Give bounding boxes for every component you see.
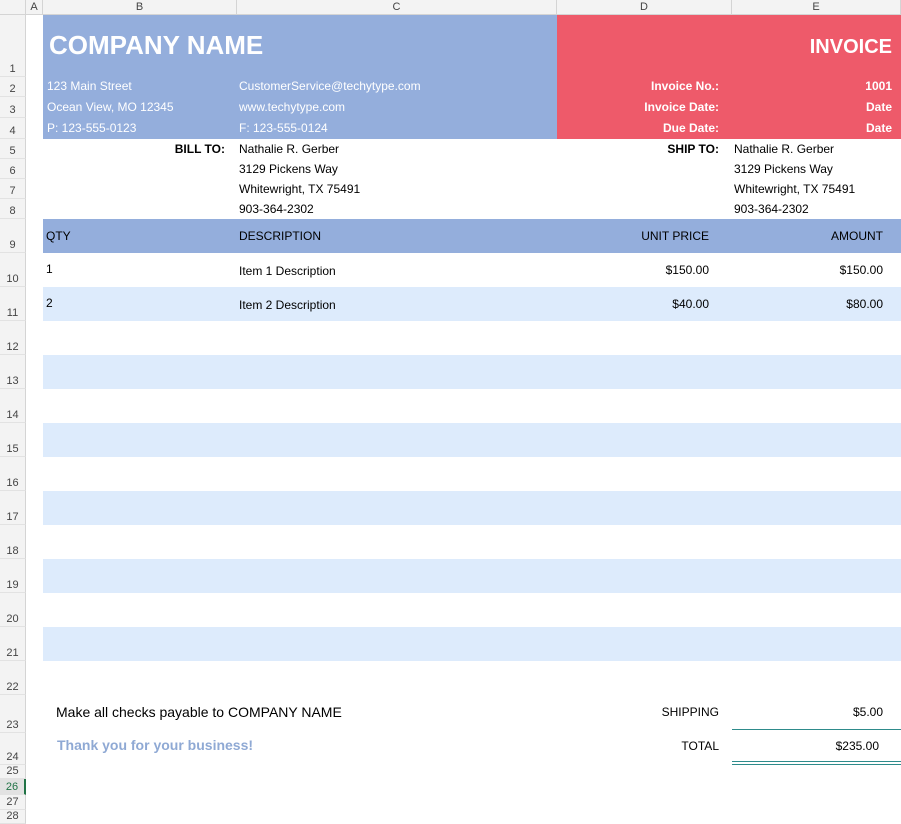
- row-header-11[interactable]: 11: [0, 287, 26, 321]
- table-row-stripe: [43, 559, 901, 593]
- row-header-9[interactable]: 9: [0, 219, 26, 253]
- header-unit-price: UNIT PRICE: [641, 229, 709, 243]
- row-header-27[interactable]: 27: [0, 795, 26, 810]
- shipping-rule: [732, 729, 901, 730]
- row-header-18[interactable]: 18: [0, 525, 26, 559]
- company-phone: P: 123-555-0123: [47, 121, 137, 135]
- bill-to-city: Whitewright, TX 75491: [239, 182, 361, 196]
- ship-to-name: Nathalie R. Gerber: [734, 142, 835, 156]
- item-2-description[interactable]: Item 2 Description: [239, 298, 336, 312]
- table-row-stripe: [43, 627, 901, 661]
- bill-to-label: BILL TO:: [174, 142, 225, 156]
- row-header-8[interactable]: 8: [0, 199, 26, 219]
- total-label: TOTAL: [681, 739, 719, 753]
- ship-to-city: Whitewright, TX 75491: [734, 182, 856, 196]
- row-header-6[interactable]: 6: [0, 159, 26, 179]
- row-header-12[interactable]: 12: [0, 321, 26, 355]
- header-amount: AMOUNT: [831, 229, 883, 243]
- item-2-amount[interactable]: $80.00: [846, 297, 883, 311]
- row-header-20[interactable]: 20: [0, 593, 26, 627]
- total-value[interactable]: $235.00: [835, 739, 879, 753]
- shipping-label: SHIPPING: [661, 705, 719, 719]
- row-header-13[interactable]: 13: [0, 355, 26, 389]
- shipping-value[interactable]: $5.00: [852, 705, 883, 719]
- row-header-1[interactable]: 1: [0, 15, 26, 77]
- company-street: 123 Main Street: [47, 79, 132, 93]
- row-header-14[interactable]: 14: [0, 389, 26, 423]
- row-header-16[interactable]: 16: [0, 457, 26, 491]
- item-1-qty[interactable]: 1: [46, 262, 53, 276]
- table-row-stripe: [43, 287, 901, 321]
- row-header-19[interactable]: 19: [0, 559, 26, 593]
- invoice-no-label: Invoice No.:: [650, 79, 719, 93]
- row-header-25[interactable]: 25: [0, 765, 26, 779]
- table-row-stripe: [43, 355, 901, 389]
- row-header-28[interactable]: 28: [0, 810, 26, 824]
- row-header-26[interactable]: 26: [0, 779, 26, 795]
- header-description: DESCRIPTION: [239, 229, 322, 243]
- row-header-10[interactable]: 10: [0, 253, 26, 287]
- checks-payable-note: Make all checks payable to COMPANY NAME: [56, 704, 342, 720]
- items-table-header: [43, 219, 901, 253]
- item-1-amount[interactable]: $150.00: [839, 263, 883, 277]
- company-city: Ocean View, MO 12345: [47, 100, 174, 114]
- column-header-b[interactable]: B: [43, 0, 237, 15]
- row-header-3[interactable]: 3: [0, 97, 26, 118]
- table-row-stripe: [43, 491, 901, 525]
- thank-you-message: Thank you for your business!: [57, 737, 254, 753]
- item-2-qty[interactable]: 2: [46, 296, 53, 310]
- row-header-23[interactable]: 23: [0, 695, 26, 733]
- row-header-22[interactable]: 22: [0, 661, 26, 695]
- invoice-header-block: [557, 15, 901, 139]
- company-website: www.techytype.com: [239, 100, 346, 114]
- row-header-2[interactable]: 2: [0, 77, 26, 97]
- row-header-5[interactable]: 5: [0, 139, 26, 159]
- company-header-block: [43, 15, 557, 139]
- row-header-24[interactable]: 24: [0, 733, 26, 765]
- company-name: COMPANY NAME: [49, 30, 264, 60]
- row-header-4[interactable]: 4: [0, 118, 26, 139]
- row-header-17[interactable]: 17: [0, 491, 26, 525]
- invoice-title: INVOICE: [809, 36, 892, 58]
- item-2-unit-price[interactable]: $40.00: [672, 297, 709, 311]
- item-1-unit-price[interactable]: $150.00: [665, 263, 709, 277]
- due-date-value: Date: [865, 121, 892, 135]
- column-header-a[interactable]: A: [26, 0, 43, 15]
- item-1-description[interactable]: Item 1 Description: [239, 264, 336, 278]
- column-header-e[interactable]: E: [732, 0, 901, 15]
- column-header-c[interactable]: C: [237, 0, 557, 15]
- invoice-no-value: 1001: [865, 79, 892, 93]
- table-row-stripe: [43, 423, 901, 457]
- bill-to-street: 3129 Pickens Way: [239, 162, 338, 176]
- company-email: CustomerService@techytype.com: [239, 79, 421, 93]
- ship-to-street: 3129 Pickens Way: [734, 162, 833, 176]
- row-header-7[interactable]: 7: [0, 179, 26, 199]
- bill-to-phone: 903-364-2302: [239, 202, 314, 216]
- ship-to-label: SHIP TO:: [667, 142, 719, 156]
- select-all-corner[interactable]: [0, 0, 26, 15]
- invoice-date-value: Date: [865, 100, 892, 114]
- row-header-15[interactable]: 15: [0, 423, 26, 457]
- invoice-date-label: Invoice Date:: [644, 100, 719, 114]
- company-fax: F: 123-555-0124: [239, 121, 328, 135]
- header-qty: QTY: [46, 229, 71, 243]
- bill-to-name: Nathalie R. Gerber: [239, 142, 340, 156]
- total-double-rule: [732, 761, 901, 765]
- due-date-label: Due Date:: [662, 121, 719, 135]
- column-header-d[interactable]: D: [557, 0, 732, 15]
- row-header-21[interactable]: 21: [0, 627, 26, 661]
- ship-to-phone: 903-364-2302: [734, 202, 809, 216]
